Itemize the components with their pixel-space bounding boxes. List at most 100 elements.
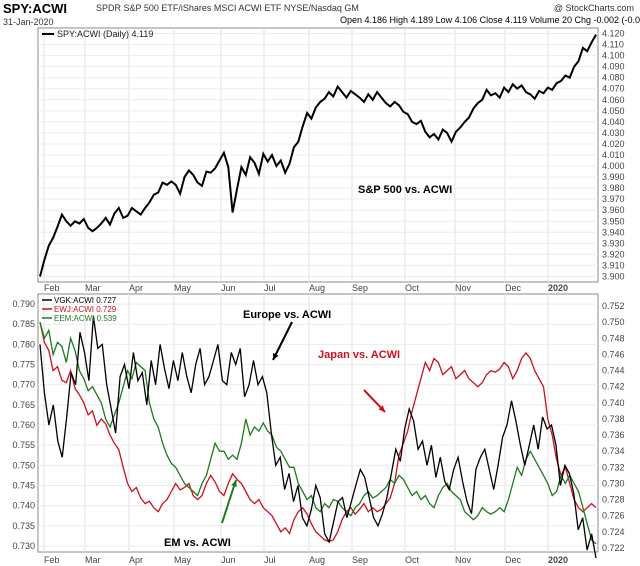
japan-annotation: Japan vs. ACWI — [318, 349, 400, 361]
top-y-tick-label: 3.930 — [602, 238, 625, 248]
bottom-right-tick-label: 0.732 — [602, 462, 625, 472]
top-y-tick-label: 4.100 — [602, 51, 625, 61]
quote-date: 31-Jan-2020 — [3, 17, 54, 27]
bottom-x-tick-label: Jul — [264, 555, 276, 565]
bottom-x-tick-label: Oct — [405, 555, 420, 565]
top-y-tick-label: 3.920 — [602, 249, 625, 259]
spy-acwi-panel: 3.9003.9103.9203.9303.9403.9503.9603.970… — [37, 27, 625, 293]
spy-acwi-line — [39, 34, 597, 277]
bottom-right-tick-label: 0.752 — [602, 301, 625, 311]
top-y-tick-label: 3.940 — [602, 227, 625, 237]
top-x-tick-label: Mar — [85, 283, 101, 293]
top-y-tick-label: 4.040 — [602, 117, 625, 127]
japan-arrow-icon-head — [378, 405, 385, 412]
top-x-tick-label: Dec — [505, 283, 522, 293]
ewj-acwi-line — [39, 322, 597, 543]
bottom-x-tick-label: Feb — [44, 555, 60, 565]
top-y-tick-label: 4.020 — [602, 139, 625, 149]
bottom-left-tick-label: 0.765 — [12, 400, 35, 410]
sp500-annotation: S&P 500 vs. ACWI — [358, 184, 452, 196]
bottom-legend-label: EWJ:ACWI 0.729 — [54, 305, 117, 314]
top-legend-label: SPY:ACWI (Daily) 4.119 — [57, 29, 153, 39]
top-y-tick-label: 4.060 — [602, 95, 625, 105]
bottom-x-tick-label: Jun — [221, 555, 236, 565]
bottom-right-tick-label: 0.738 — [602, 414, 625, 424]
ohlc-text: Open 4.186 High 4.189 Low 4.106 Close 4.… — [340, 15, 640, 25]
bottom-x-tick-label: Aug — [309, 555, 325, 565]
bottom-left-tick-label: 0.770 — [12, 380, 35, 390]
top-x-tick-label: Apr — [129, 283, 143, 293]
ohlc-summary: Open 4.186 High 4.189 Low 4.106 Close 4.… — [340, 15, 640, 25]
bottom-right-tick-label: 0.748 — [602, 333, 625, 343]
bottom-right-tick-label: 0.750 — [602, 317, 625, 327]
top-y-tick-label: 4.050 — [602, 106, 625, 116]
bottom-right-tick-label: 0.734 — [602, 446, 625, 456]
bottom-left-tick-label: 0.730 — [12, 541, 35, 551]
top-y-tick-label: 3.960 — [602, 205, 625, 215]
top-y-tick-label: 3.980 — [602, 183, 625, 193]
bottom-x-tick-label: Mar — [85, 555, 101, 565]
bottom-left-tick-label: 0.790 — [12, 299, 35, 309]
top-x-tick-label: Jun — [221, 283, 236, 293]
bottom-right-tick-label: 0.736 — [602, 430, 625, 440]
bottom-x-tick-label: May — [174, 555, 192, 565]
europe-annotation: Europe vs. ACWI — [243, 309, 331, 321]
bottom-right-tick-label: 0.730 — [602, 478, 625, 488]
bottom-right-tick-label: 0.742 — [602, 382, 625, 392]
bottom-left-tick-label: 0.745 — [12, 480, 35, 490]
bottom-x-tick-label: Apr — [129, 555, 143, 565]
top-y-tick-label: 3.900 — [602, 271, 625, 281]
top-x-tick-label: Feb — [44, 283, 60, 293]
bottom-left-tick-label: 0.780 — [12, 339, 35, 349]
em-arrow-icon-head — [231, 480, 237, 487]
bottom-right-tick-label: 0.740 — [602, 398, 625, 408]
top-x-tick-label: Jul — [264, 283, 276, 293]
top-y-tick-label: 4.030 — [602, 128, 625, 138]
top-y-tick-label: 4.000 — [602, 161, 625, 171]
bottom-left-tick-label: 0.775 — [12, 360, 35, 370]
bottom-x-tick-label: Dec — [505, 555, 522, 565]
eem-acwi-line — [39, 322, 597, 545]
top-x-tick-label: Nov — [455, 283, 472, 293]
bottom-left-tick-label: 0.760 — [12, 420, 35, 430]
bottom-x-tick-label: 2020 — [548, 555, 568, 565]
top-x-tick-label: Oct — [405, 283, 420, 293]
bottom-left-tick-label: 0.755 — [12, 440, 35, 450]
top-y-tick-label: 3.970 — [602, 194, 625, 204]
bottom-plot-frame — [37, 293, 599, 553]
symbol-description: SPDR S&P 500 ETF/iShares MSCI ACWI ETF N… — [96, 3, 359, 13]
bottom-right-tick-label: 0.728 — [602, 495, 625, 505]
top-y-tick-label: 3.990 — [602, 172, 625, 182]
top-x-tick-label: 2020 — [548, 283, 568, 293]
em-arrow-icon — [221, 479, 237, 524]
em-annotation: EM vs. ACWI — [164, 537, 231, 549]
bottom-left-tick-label: 0.740 — [12, 501, 35, 511]
vgk-acwi-line — [39, 316, 597, 559]
stockcharts-credit: @ StockCharts.com — [553, 3, 634, 13]
top-y-tick-label: 4.070 — [602, 84, 625, 94]
bottom-right-tick-label: 0.722 — [602, 543, 625, 553]
symbol-title: SPY:ACWI — [3, 1, 68, 16]
bottom-legend-label: EEM:ACWI 0.539 — [54, 314, 117, 323]
bottom-right-tick-label: 0.746 — [602, 349, 625, 359]
top-y-tick-label: 3.950 — [602, 216, 625, 226]
top-x-tick-label: May — [174, 283, 192, 293]
bottom-right-tick-label: 0.744 — [602, 366, 625, 376]
bottom-legend-label: VGK:ACWI 0.727 — [54, 296, 117, 305]
top-x-tick-label: Aug — [309, 283, 325, 293]
top-x-tick-label: Sep — [352, 283, 368, 293]
europe-arrow-icon — [272, 321, 293, 361]
bottom-right-tick-label: 0.726 — [602, 511, 625, 521]
bottom-right-tick-label: 0.724 — [602, 527, 625, 537]
bottom-x-tick-label: Nov — [455, 555, 472, 565]
bottom-left-tick-label: 0.785 — [12, 319, 35, 329]
top-y-tick-label: 4.010 — [602, 150, 625, 160]
top-y-tick-label: 4.080 — [602, 73, 625, 83]
bottom-left-tick-label: 0.735 — [12, 521, 35, 531]
regional-ratio-panel: 0.730 0.735 0.740 0.745 0.750 0.755 0.760 0.765… — [12, 293, 625, 565]
bottom-x-tick-label: Sep — [352, 555, 368, 565]
bottom-left-tick-label: 0.750 — [12, 460, 35, 470]
top-y-tick-label: 3.910 — [602, 260, 625, 270]
